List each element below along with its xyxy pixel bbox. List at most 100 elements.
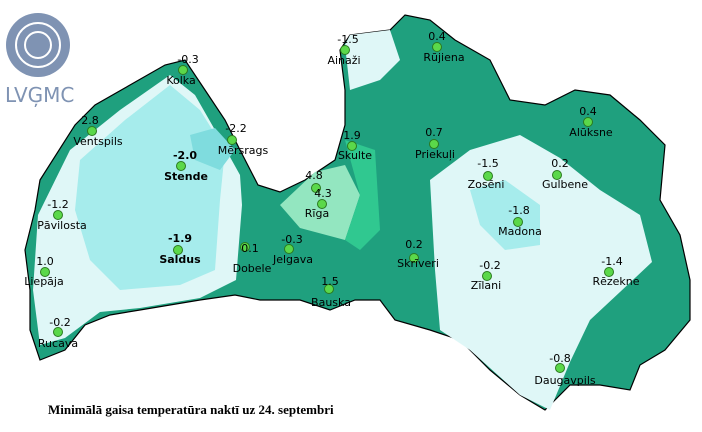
station: 0.1 Dobele [233,242,272,275]
station-dot [483,171,493,181]
station-name: Kolka [166,74,195,87]
station: -1.4 Rēzekne [592,255,639,288]
station: 0.4 Alūksne [569,105,613,139]
station-dot [53,327,63,337]
station-name: Ainaži [327,54,360,67]
station-dot [227,135,237,145]
station-dot [552,170,562,180]
station-dot [311,183,321,193]
station-value: 4.8 [305,169,323,182]
cold-zone-north [345,30,400,90]
station-value: -2.2 [225,122,246,135]
station-value: -0.3 [281,233,302,246]
cool-zone-west [75,85,225,290]
station: -0.3 Kolka [166,53,198,87]
station-name: Liepāja [24,275,63,288]
station-value: -1.9 [168,232,192,245]
station-name: Priekuļi [415,148,455,161]
station: -0.2 Rucava [38,316,78,350]
station-dot [347,141,357,151]
station-dot [53,210,63,220]
station: -0.2 Zīlani [471,259,501,292]
caption: Minimālā gaisa temperatūra naktī uz 24. … [48,402,334,417]
station-value: -1.4 [601,255,622,268]
logo-ring [15,22,61,68]
station-dot [513,217,523,227]
station-name: Dobele [233,262,272,275]
station-value: 0.7 [425,126,443,139]
station: 0.2 Gulbene [542,157,588,191]
logo-text: LVĢMC [5,83,74,107]
station-name: Skrīveri [397,257,439,270]
station-dot [482,271,492,281]
station: -1.5 Zosēni [468,157,505,191]
station: 0.2 Skrīveri [397,238,439,270]
logo-ring [24,31,52,59]
station: -1.8 Madona [498,204,542,238]
station: -2.2 Mērsrags [218,122,269,157]
cool-zone-east [470,180,540,250]
station-value: 1.9 [343,129,361,142]
station-dot [176,161,186,171]
station-dot [324,284,334,294]
station-value: 0.4 [579,105,597,118]
station-name: Pāvilosta [37,219,87,232]
station-value: 1.5 [321,275,339,288]
station: 4.3 Rīga [305,187,332,220]
station-dot [40,267,50,277]
station: 1.0 Liepāja [24,255,63,288]
station-name: Saldus [159,253,201,266]
station-dot [409,253,419,263]
station-name: Rucava [38,337,78,350]
station-value: 0.2 [551,157,569,170]
station-dot [284,244,294,254]
station-name: Rūjiena [423,51,464,64]
station-value: 0.1 [241,242,259,255]
station-value: -0.8 [549,352,570,365]
station-name: Rīga [305,207,329,220]
station-dot [429,139,439,149]
station-dot [178,65,188,75]
station: 0.7 Priekuļi [415,126,455,161]
station: -2.0 Stende [164,149,208,183]
station-value: -1.5 [337,33,358,46]
station: 0.4 Rūjiena [423,30,464,64]
station-value: -1.2 [47,198,68,211]
station-value: -1.8 [508,204,529,217]
station-value: -1.5 [477,157,498,170]
mild-zone-coast [345,140,380,250]
station-name: Stende [164,170,208,183]
station-name: Alūksne [569,126,613,139]
station: 1.5 Bauska [311,275,351,309]
stations: -0.3 Kolka -1.5 Ainaži 0.4 Rūjiena 2.8 Ventspil… [24,30,640,387]
station-value: -0.2 [479,259,500,272]
station-dot [432,42,442,52]
station-value: 1.0 [36,255,54,268]
station-name: Daugavpils [534,374,596,387]
station-dot [173,245,183,255]
station-name: Zīlani [471,279,501,292]
station-name: Rēzekne [592,275,639,288]
station: 1.9 Skulte [338,129,372,162]
station-name: Madona [498,225,542,238]
station: -1.5 Ainaži [327,33,360,67]
station-value: 0.4 [428,30,446,43]
station-value: 0.2 [405,238,423,251]
station: 2.8 Ventspils [73,114,123,148]
coldest-zone-west [190,128,235,170]
station-value: -0.3 [177,53,198,66]
station-name: Jelgava [272,253,313,266]
station: -0.3 Jelgava [272,233,313,266]
station: -0.8 Daugavpils [534,352,596,387]
station-name: Ventspils [73,135,123,148]
station-name: Zosēni [468,178,505,191]
station-dot [240,242,250,252]
station-name: Gulbene [542,178,588,191]
station-dot [583,117,593,127]
station-value: 2.8 [81,114,99,127]
station: -1.9 Saldus [159,232,201,266]
station-dot [340,45,350,55]
station: -1.2 Pāvilosta [37,198,87,232]
station: 4.8 [305,169,323,193]
